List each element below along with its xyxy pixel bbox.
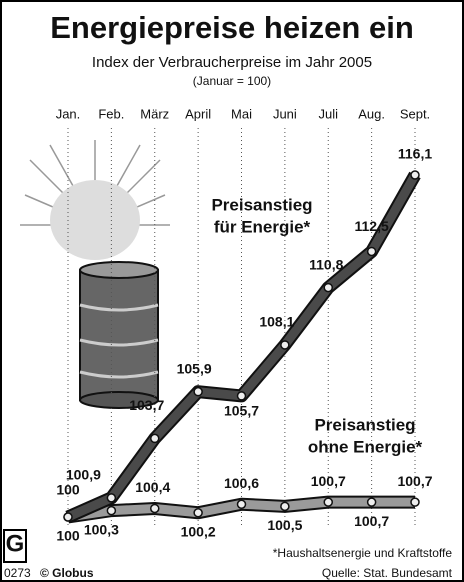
value-label: 100,7 [397,473,432,489]
data-point [238,500,246,508]
value-label: 100 [56,528,80,544]
credit: © Globus [40,566,94,580]
value-label: 103,7 [129,397,164,413]
series-annotation: für Energie* [214,217,311,236]
data-point [107,507,115,515]
logo: G [6,530,25,557]
data-point [281,502,289,510]
value-label: 100,3 [84,521,119,537]
data-point [64,513,72,521]
x-tick-label: Aug. [358,106,385,121]
data-point [324,498,332,506]
data-point [281,341,289,349]
x-tick-label: Mai [231,106,252,121]
x-tick-label: Juni [273,106,297,121]
series-annotation: ohne Energie* [308,437,423,456]
x-tick-label: Feb. [98,106,124,121]
value-label: 116,1 [398,146,432,162]
value-label: 100 [56,482,80,498]
chart-note: (Januar = 100) [193,74,271,88]
chart-title: Energiepreise heizen ein [50,10,414,45]
chart-subtitle: Index der Verbraucherpreise im Jahr 2005 [92,54,372,71]
data-point [411,498,419,506]
x-tick-label: März [140,106,169,121]
x-tick-label: April [185,106,211,121]
value-label: 110,8 [309,256,343,272]
data-point [194,509,202,517]
x-tick-label: Juli [318,106,338,121]
value-label: 100,5 [267,517,302,533]
data-point [411,171,419,179]
series-annotation: Preisanstieg [314,415,415,434]
chart: Energiepreise heizen ein Index der Verbr… [0,0,464,582]
x-tick-label: Sept. [400,106,430,121]
data-point [238,392,246,400]
value-label: 105,7 [224,403,259,419]
value-label: 100,6 [224,475,259,491]
series-annotation: Preisanstieg [211,195,312,214]
value-label: 100,9 [66,467,101,483]
x-tick-label: Jan. [56,106,81,121]
value-label: 108,1 [259,314,294,330]
value-label: 100,7 [311,473,346,489]
data-point [107,494,115,502]
value-label: 105,9 [177,360,212,376]
data-point [368,247,376,255]
value-label: 112,5 [354,218,388,234]
code: 0273 [4,566,31,580]
value-label: 100,7 [354,513,389,529]
data-point [151,505,159,513]
data-point [194,388,202,396]
footnote: *Haushaltsenergie und Kraftstoffe [273,546,453,560]
value-label: 100,2 [181,523,216,539]
source: Quelle: Stat. Bundesamt [322,566,453,580]
data-point [368,498,376,506]
value-label: 100,4 [135,479,170,495]
data-point [324,284,332,292]
data-point [151,434,159,442]
